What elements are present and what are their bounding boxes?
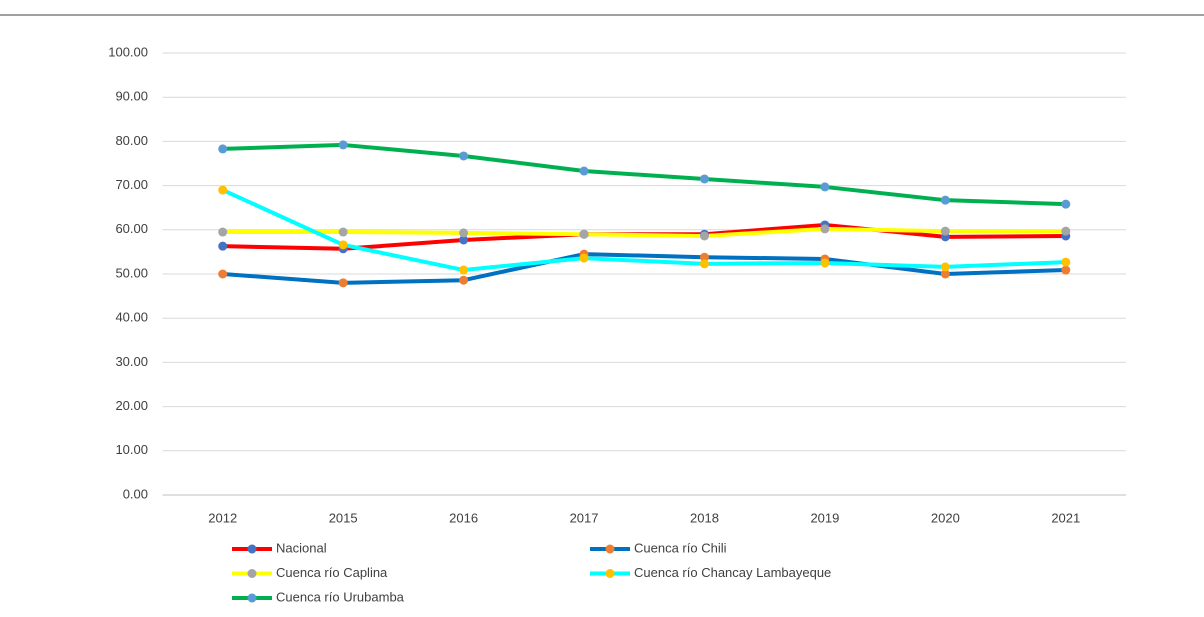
series-marker xyxy=(459,275,469,285)
series-marker xyxy=(459,265,469,275)
x-tick-label: 2018 xyxy=(690,510,719,525)
y-tick-label: 40.00 xyxy=(115,310,148,325)
series-marker xyxy=(820,224,830,234)
series-line xyxy=(222,252,1066,285)
y-tick-label: 30.00 xyxy=(115,354,148,369)
series-marker xyxy=(940,226,950,236)
series-marker xyxy=(940,195,950,205)
legend-marker xyxy=(605,544,615,554)
series-marker xyxy=(459,151,469,161)
y-tick-label: 100.00 xyxy=(108,44,148,59)
x-tick-label: 2012 xyxy=(208,510,237,525)
series-marker xyxy=(218,227,228,237)
series-marker xyxy=(579,166,589,176)
series-marker xyxy=(338,240,348,250)
series-marker xyxy=(940,262,950,272)
y-tick-label: 50.00 xyxy=(115,265,148,280)
series-marker xyxy=(579,253,589,263)
x-tick-label: 2017 xyxy=(570,510,599,525)
series-line xyxy=(222,226,1066,238)
x-tick-label: 2015 xyxy=(329,510,358,525)
legend-label: Cuenca río Chancay Lambayeque xyxy=(634,565,831,580)
series-marker xyxy=(699,259,709,269)
series-marker xyxy=(1061,265,1071,275)
y-tick-label: 80.00 xyxy=(115,133,148,148)
series-marker xyxy=(218,241,228,251)
series-marker xyxy=(218,269,228,279)
legend-marker xyxy=(247,569,257,578)
series-marker xyxy=(218,144,228,154)
x-tick-label: 2020 xyxy=(931,510,960,525)
legend-marker xyxy=(247,593,257,603)
series-line xyxy=(222,142,1066,207)
series-marker xyxy=(699,174,709,184)
series-marker xyxy=(459,235,469,245)
legend-label: Cuenca río Chili xyxy=(634,540,727,555)
y-tick-label: 10.00 xyxy=(115,442,148,457)
legend-marker xyxy=(247,544,257,554)
series-marker xyxy=(1061,257,1071,267)
series-marker xyxy=(820,182,830,192)
series-marker xyxy=(940,269,950,279)
legend-label: Nacional xyxy=(276,540,327,555)
y-tick-label: 0.00 xyxy=(123,486,148,501)
series-marker xyxy=(699,231,709,241)
series-marker xyxy=(218,185,228,195)
y-tick-label: 60.00 xyxy=(115,221,148,236)
y-tick-label: 70.00 xyxy=(115,177,148,192)
legend-label: Cuenca río Urubamba xyxy=(276,589,405,604)
series-marker xyxy=(579,229,589,239)
y-tick-label: 20.00 xyxy=(115,398,148,413)
series-marker xyxy=(1061,226,1071,236)
series-marker xyxy=(699,252,709,262)
x-tick-label: 2016 xyxy=(449,510,478,525)
series-marker xyxy=(338,227,348,237)
legend-label: Cuenca río Caplina xyxy=(276,565,388,580)
y-tick-label: 90.00 xyxy=(115,89,148,104)
series-marker xyxy=(459,228,469,238)
series-marker xyxy=(338,140,348,150)
legend-marker xyxy=(605,569,615,578)
x-tick-label: 2021 xyxy=(1051,510,1080,525)
series-marker xyxy=(820,258,830,268)
series-marker xyxy=(1061,199,1071,209)
series-line xyxy=(221,188,1066,273)
series-marker xyxy=(338,278,348,288)
x-tick-label: 2019 xyxy=(810,510,839,525)
